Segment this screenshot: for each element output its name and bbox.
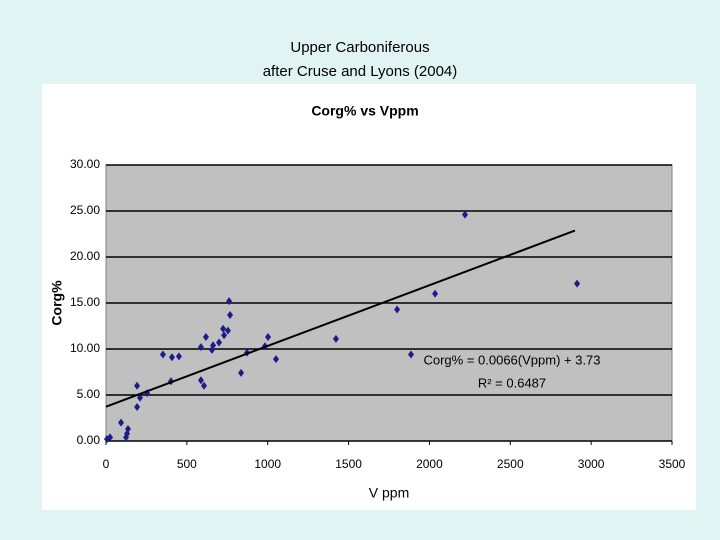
- data-point: [202, 333, 209, 342]
- data-point: [118, 418, 125, 427]
- y-tick-label: 25.00: [70, 203, 100, 217]
- y-tick-label: 0.00: [77, 433, 101, 447]
- y-tick-label: 30.00: [70, 157, 100, 171]
- data-point: [220, 324, 227, 333]
- data-point: [136, 393, 143, 402]
- data-point: [134, 381, 141, 390]
- y-tick-label: 5.00: [77, 387, 101, 401]
- x-tick-label: 1500: [335, 457, 362, 471]
- data-point: [124, 425, 131, 434]
- x-tick-label: 1000: [254, 457, 281, 471]
- data-point: [574, 279, 581, 288]
- y-tick-label: 15.00: [70, 295, 100, 309]
- data-point: [168, 353, 175, 362]
- x-axis-label: V ppm: [369, 485, 409, 501]
- data-point: [224, 326, 231, 335]
- y-tick-label: 20.00: [70, 249, 100, 263]
- y-tick-label: 10.00: [70, 341, 100, 355]
- data-point: [227, 310, 234, 319]
- data-point: [210, 341, 217, 350]
- chart-title: Corg% vs Vppm: [311, 103, 418, 119]
- slide-title: after Cruse and Lyons (2004): [263, 63, 458, 80]
- data-point: [332, 334, 339, 343]
- data-point: [221, 331, 228, 340]
- data-point: [407, 350, 414, 359]
- data-point: [238, 368, 245, 377]
- data-point: [216, 338, 223, 347]
- x-tick-label: 500: [177, 457, 197, 471]
- data-point: [197, 376, 204, 385]
- data-point: [462, 210, 469, 219]
- x-tick-label: 2500: [497, 457, 524, 471]
- y-axis-label: Corg%: [49, 280, 65, 326]
- x-tick-label: 3000: [578, 457, 605, 471]
- data-point: [394, 305, 401, 314]
- data-point: [159, 350, 166, 359]
- data-point: [134, 402, 141, 411]
- x-tick-label: 0: [103, 457, 110, 471]
- data-point: [175, 352, 182, 361]
- data-point: [272, 355, 279, 364]
- trendline: [105, 229, 576, 408]
- data-point: [200, 381, 207, 390]
- data-point: [226, 297, 233, 306]
- data-point: [107, 433, 114, 442]
- r-squared: R² = 0.6487: [478, 375, 546, 390]
- data-point: [432, 289, 439, 298]
- data-point: [197, 343, 204, 352]
- x-tick-label: 3500: [659, 457, 686, 471]
- slide-title: Upper Carboniferous: [290, 39, 429, 56]
- trendline-equation: Corg% = 0.0066(Vppm) + 3.73: [423, 352, 600, 367]
- data-point: [265, 333, 272, 342]
- x-tick-label: 2000: [416, 457, 443, 471]
